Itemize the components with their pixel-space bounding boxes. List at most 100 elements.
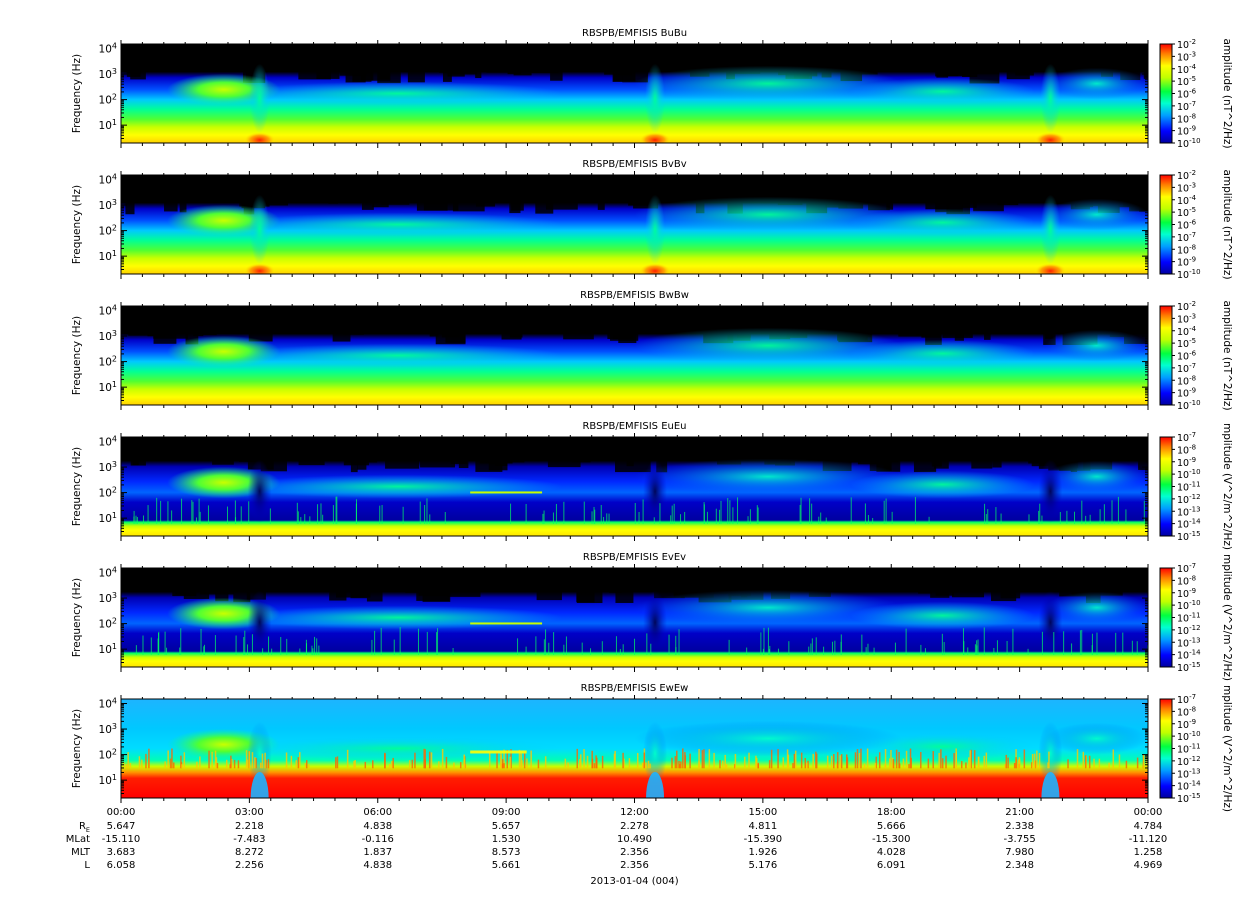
- y-tick-label-3-3: 103: [99, 329, 117, 343]
- colorbar-label-4: mplitude (V^2/m^2/Hz): [1221, 423, 1233, 550]
- spectrogram-6: [121, 699, 1148, 798]
- colorbar-tick-4-5: 10-11: [1177, 481, 1201, 494]
- ephemeris-value-2-7: -15.300: [872, 834, 911, 845]
- y-axis-label-6: Frequency (Hz): [71, 709, 83, 788]
- ephemeris-value-2-3: -0.116: [362, 834, 394, 845]
- y-axis-label-4: Frequency (Hz): [71, 447, 83, 526]
- y-tick-label-6-3: 103: [99, 722, 117, 736]
- y-tick-label-1-4: 104: [99, 41, 117, 55]
- colorbar-tick-2-5: 10-6: [1177, 219, 1197, 232]
- colorbar-label-1: amplitude (nT^2/Hz): [1221, 38, 1233, 148]
- colorbar-tick-5-1: 10-7: [1177, 562, 1196, 575]
- ephemeris-value-4-2: 2.256: [235, 860, 264, 871]
- colorbar-tick-6-3: 10-9: [1177, 718, 1196, 731]
- y-tick-label-4-3: 103: [99, 460, 117, 474]
- colorbar-tick-3-3: 10-4: [1177, 325, 1197, 338]
- ephemeris-value-1-5: 2.278: [620, 821, 649, 832]
- colorbar-tick-4-2: 10-8: [1177, 443, 1196, 456]
- date-label: 2013-01-04 (004): [590, 876, 678, 887]
- x-tick-label-2: 03:00: [235, 807, 264, 818]
- colorbar-tick-5-7: 10-13: [1177, 636, 1201, 649]
- ephemeris-value-2-9: -11.120: [1129, 834, 1168, 845]
- colorbar-tick-4-1: 10-7: [1177, 431, 1196, 444]
- y-tick-label-5-1: 101: [99, 642, 117, 656]
- ephemeris-value-3-3: 1.837: [363, 847, 392, 858]
- colorbar-tick-1-2: 10-3: [1177, 50, 1196, 63]
- y-tick-label-3-4: 104: [99, 303, 117, 317]
- colorbar-tick-5-9: 10-15: [1177, 661, 1201, 674]
- y-tick-label-5-4: 104: [99, 565, 117, 579]
- panel-1: RBSPB/EMFISIS BuBu Frequency (Hz) 101 102 10…: [71, 28, 1233, 150]
- ephemeris-value-1-4: 5.657: [492, 821, 521, 832]
- colorbar-tick-3-4: 10-5: [1177, 337, 1196, 350]
- ephemeris-label-1: RE: [79, 821, 90, 834]
- y-tick-label-2-1: 101: [99, 249, 117, 263]
- colorbar-6: 10-710-810-910-1010-1110-1210-1310-1410-…: [1159, 685, 1233, 812]
- ephemeris-value-2-6: -15.390: [744, 834, 783, 845]
- colorbar-tick-6-5: 10-11: [1177, 743, 1201, 756]
- colorbar-tick-4-8: 10-14: [1177, 518, 1201, 531]
- colorbar-tick-1-7: 10-8: [1177, 112, 1196, 125]
- panel-3: RBSPB/EMFISIS BwBw Frequency (Hz) 101 102 10…: [71, 290, 1233, 412]
- colorbar-tick-3-7: 10-8: [1177, 374, 1196, 387]
- ephemeris-value-4-4: 5.661: [492, 860, 521, 871]
- y-tick-label-3-1: 101: [99, 380, 117, 394]
- colorbar-tick-1-1: 10-2: [1177, 38, 1196, 51]
- ephemeris-value-3-8: 7.980: [1005, 847, 1034, 858]
- y-tick-label-2-4: 104: [99, 172, 117, 186]
- y-tick-label-1-3: 103: [99, 67, 117, 81]
- spectrogram-1: [121, 44, 1148, 143]
- colorbar-tick-3-5: 10-6: [1177, 350, 1197, 363]
- ephemeris-value-4-1: 6.058: [107, 860, 136, 871]
- panel-title-2: RBSPB/EMFISIS BvBv: [582, 159, 686, 170]
- spectrogram-3: [121, 306, 1148, 405]
- y-tick-label-5-3: 103: [99, 591, 117, 605]
- panel-title-3: RBSPB/EMFISIS BwBw: [580, 290, 689, 301]
- panel-title-6: RBSPB/EMFISIS EwEw: [581, 683, 689, 694]
- y-tick-label-4-2: 102: [99, 486, 117, 500]
- colorbar-tick-1-3: 10-4: [1177, 63, 1197, 76]
- colorbar-tick-4-6: 10-12: [1177, 493, 1201, 506]
- ephemeris-value-2-2: -7.483: [233, 834, 265, 845]
- colorbar-tick-5-2: 10-8: [1177, 574, 1196, 587]
- panel-title-1: RBSPB/EMFISIS BuBu: [582, 28, 687, 39]
- colorbar-5: 10-710-810-910-1010-1110-1210-1310-1410-…: [1159, 554, 1233, 681]
- colorbar-tick-6-1: 10-7: [1177, 693, 1196, 706]
- x-tick-label-9: 00:00: [1134, 807, 1163, 818]
- x-tick-label-5: 12:00: [620, 807, 649, 818]
- ephemeris-value-3-1: 3.683: [107, 847, 136, 858]
- colorbar-tick-2-1: 10-2: [1177, 169, 1196, 182]
- colorbar-tick-1-4: 10-5: [1177, 75, 1196, 88]
- ephemeris-value-4-7: 6.091: [877, 860, 906, 871]
- colorbar-tick-6-9: 10-15: [1177, 792, 1201, 805]
- ephemeris-value-3-2: 8.272: [235, 847, 264, 858]
- colorbar-tick-3-6: 10-7: [1177, 362, 1196, 375]
- y-tick-label-6-1: 101: [99, 773, 117, 787]
- colorbar-label-5: mplitude (V^2/m^2/Hz): [1221, 554, 1233, 681]
- colorbar-tick-4-9: 10-15: [1177, 530, 1201, 543]
- ephemeris-value-1-8: 2.338: [1005, 821, 1034, 832]
- colorbar-tick-5-3: 10-9: [1177, 587, 1196, 600]
- colorbar-tick-5-5: 10-11: [1177, 612, 1201, 625]
- ephemeris-value-1-3: 4.838: [363, 821, 392, 832]
- ephemeris-value-1-1: 5.647: [107, 821, 136, 832]
- panel-title-4: RBSPB/EMFISIS EuEu: [582, 421, 686, 432]
- ephemeris-value-3-9: 1.258: [1134, 847, 1163, 858]
- colorbar-tick-1-5: 10-6: [1177, 88, 1197, 101]
- colorbar-label-3: amplitude (nT^2/Hz): [1221, 300, 1233, 410]
- colorbar-tick-6-8: 10-14: [1177, 780, 1201, 793]
- colorbar-tick-1-6: 10-7: [1177, 100, 1196, 113]
- colorbar-tick-1-9: 10-10: [1177, 137, 1201, 150]
- x-tick-label-6: 15:00: [748, 807, 777, 818]
- y-axis-label-5: Frequency (Hz): [71, 578, 83, 657]
- y-tick-label-5-2: 102: [99, 617, 117, 631]
- colorbar-tick-6-7: 10-13: [1177, 767, 1201, 780]
- y-tick-label-4-4: 104: [99, 434, 117, 448]
- ephemeris-label-4: L: [84, 860, 90, 871]
- panel-6: RBSPB/EMFISIS EwEw Frequency (Hz) 101 102 10…: [71, 683, 1233, 812]
- ephemeris-value-1-9: 4.784: [1134, 821, 1163, 832]
- ephemeris-value-1-2: 2.218: [235, 821, 264, 832]
- x-tick-label-4: 09:00: [492, 807, 521, 818]
- spectrogram-2: [121, 175, 1148, 274]
